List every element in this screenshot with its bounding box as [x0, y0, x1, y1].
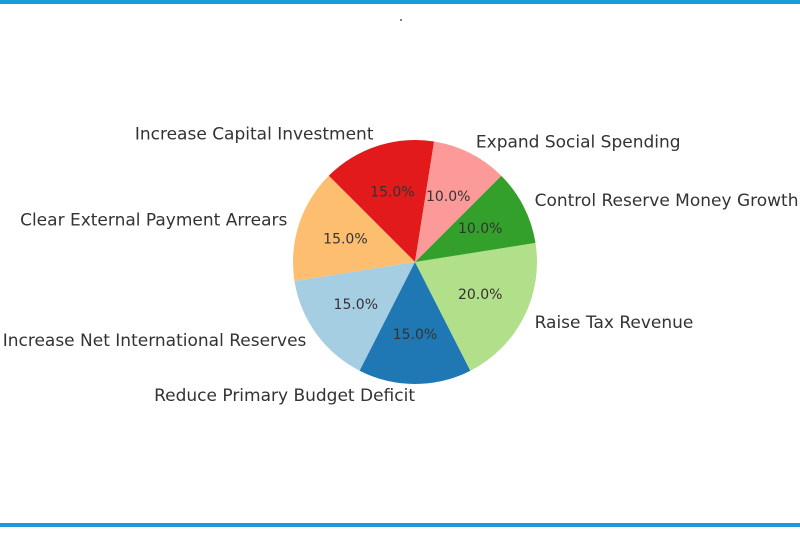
stray-dot: [400, 19, 402, 21]
slice-category-label: Expand Social Spending: [476, 132, 681, 152]
slice-category-label: Reduce Primary Budget Deficit: [154, 386, 415, 406]
slice-percent-label: 20.0%: [458, 287, 502, 303]
pie-slice: [415, 141, 502, 262]
slice-category-label: Clear External Payment Arrears: [20, 211, 287, 231]
bottom-border-line: [0, 523, 800, 527]
pie-slice: [328, 139, 435, 262]
slice-category-label: Increase Net International Reserves: [3, 331, 307, 351]
pie-slice: [359, 262, 471, 384]
slice-percent-label: 10.0%: [426, 189, 470, 205]
top-border-line: [0, 0, 800, 4]
pie-slice: [292, 175, 415, 282]
slice-category-label: Raise Tax Revenue: [535, 313, 694, 333]
slice-percent-label: 10.0%: [458, 221, 502, 237]
slice-percent-label: 15.0%: [334, 297, 378, 313]
slice-percent-label: 15.0%: [323, 231, 367, 247]
pie-slice: [294, 262, 415, 371]
slice-category-label: Control Reserve Money Growth: [535, 191, 799, 211]
slice-percent-label: 15.0%: [393, 327, 437, 343]
slice-percent-label: 15.0%: [370, 184, 414, 200]
slice-category-label: Increase Capital Investment: [135, 124, 374, 144]
pie-slice: [415, 175, 536, 262]
pie-slice: [415, 242, 538, 371]
